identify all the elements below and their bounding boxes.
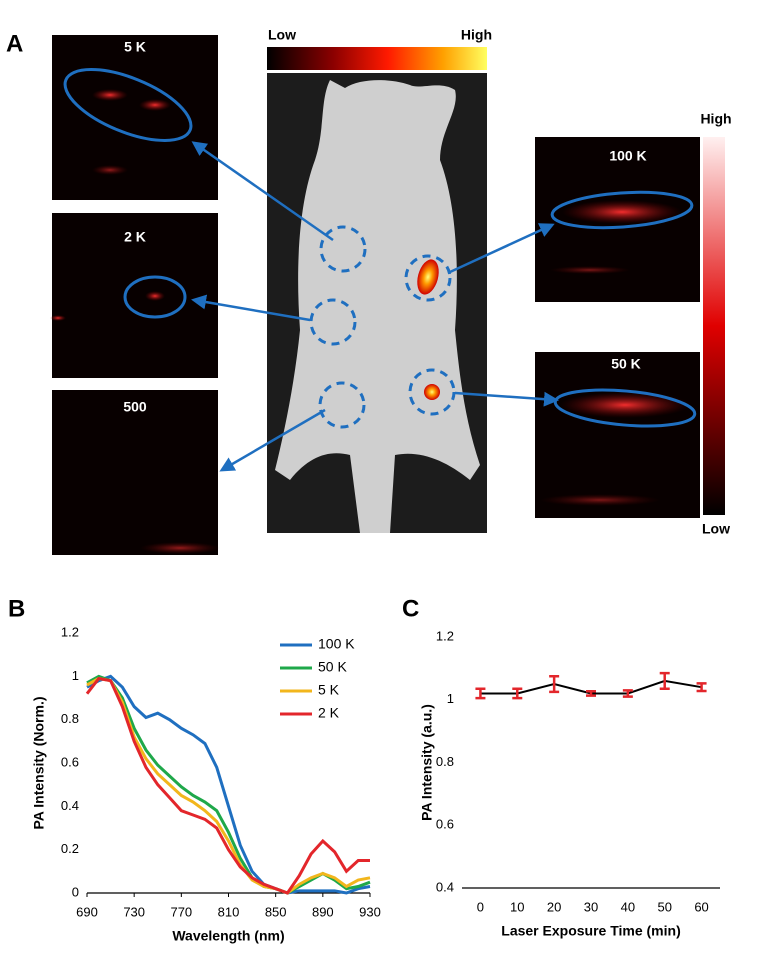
image-label: 2 K: [124, 229, 146, 245]
y-tick-label: 0.4: [436, 879, 454, 894]
image-label: 100 K: [609, 148, 646, 164]
signal: [550, 266, 630, 274]
signal: [560, 392, 690, 418]
colorbar-label: Low: [702, 521, 730, 537]
x-tick-label: 10: [510, 899, 524, 914]
x-tick-label: 0: [477, 899, 484, 914]
image-label: 5 K: [124, 39, 146, 55]
image-label: 500: [123, 399, 147, 415]
x-tick-label: 20: [547, 899, 561, 914]
image-label: 50 K: [611, 356, 641, 372]
legend-label: 5 K: [318, 682, 340, 698]
error-bar: [696, 682, 707, 693]
panel-label: A: [6, 30, 23, 57]
y-tick-label: 0.6: [436, 817, 454, 832]
x-tick-label: 770: [170, 904, 192, 919]
x-tick-label: 60: [694, 899, 708, 914]
signal: [140, 542, 220, 554]
error-bar: [622, 689, 633, 698]
signal: [92, 89, 128, 101]
y-tick-label: 1: [72, 668, 79, 683]
panel-a: A 5 K 2 K 500 100 K 50 K: [6, 27, 732, 555]
x-tick-label: 40: [621, 899, 635, 914]
x-tick-label: 890: [312, 904, 334, 919]
x-tick-label: 930: [359, 904, 381, 919]
y-tick-label: 0.6: [61, 754, 79, 769]
x-axis-label: Wavelength (nm): [172, 928, 284, 944]
error-bar: [475, 687, 486, 700]
x-tick-label: 50: [657, 899, 671, 914]
error-bar: [512, 687, 523, 700]
colorbar-label: High: [461, 27, 492, 43]
x-tick-label: 850: [265, 904, 287, 919]
colorbar: [267, 47, 487, 70]
signal: [139, 99, 171, 111]
colorbar-label: High: [700, 111, 731, 127]
pa-image: [52, 35, 218, 200]
pa-image: [52, 390, 218, 555]
y-tick-label: 1.2: [61, 624, 79, 639]
pa-image: [52, 213, 218, 378]
x-tick-label: 730: [123, 904, 145, 919]
hotspot: [417, 259, 439, 295]
error-bar: [549, 674, 560, 694]
signal: [50, 315, 66, 321]
colorbar-label: Low: [268, 27, 296, 43]
signal: [92, 165, 128, 175]
pa-image: [535, 352, 700, 518]
series-line: [85, 676, 370, 895]
y-tick-label: 0.8: [61, 711, 79, 726]
panel-label: B: [8, 595, 25, 622]
signal: [540, 494, 660, 506]
series-line: [86, 674, 371, 895]
y-tick-label: 1: [447, 691, 454, 706]
legend-label: 100 K: [318, 636, 355, 652]
y-tick-label: 0: [72, 884, 79, 899]
x-tick-label: 690: [76, 904, 98, 919]
y-tick-label: 0.4: [61, 798, 79, 813]
arrows: [191, 141, 559, 472]
y-axis-label: PA Intensity (Norm.): [31, 696, 47, 829]
y-tick-label: 0.2: [61, 841, 79, 856]
x-tick-label: 30: [584, 899, 598, 914]
signal: [145, 291, 165, 301]
error-bar: [659, 671, 670, 691]
hotspot: [424, 384, 440, 400]
x-tick-label: 810: [218, 904, 240, 919]
roi-circles: [309, 225, 456, 429]
signal: [562, 200, 682, 224]
error-bar: [586, 690, 596, 697]
legend-label: 50 K: [318, 659, 347, 675]
panel-label: C: [402, 595, 419, 622]
y-axis-label: PA Intensity (a.u.): [419, 704, 435, 821]
y-tick-label: 1.2: [436, 628, 454, 643]
mouse-body: [275, 80, 480, 533]
legend-label: 2 K: [318, 705, 340, 721]
y-tick-label: 0.8: [436, 754, 454, 769]
x-axis-label: Laser Exposure Time (min): [501, 923, 680, 939]
colorbar: [703, 137, 725, 515]
